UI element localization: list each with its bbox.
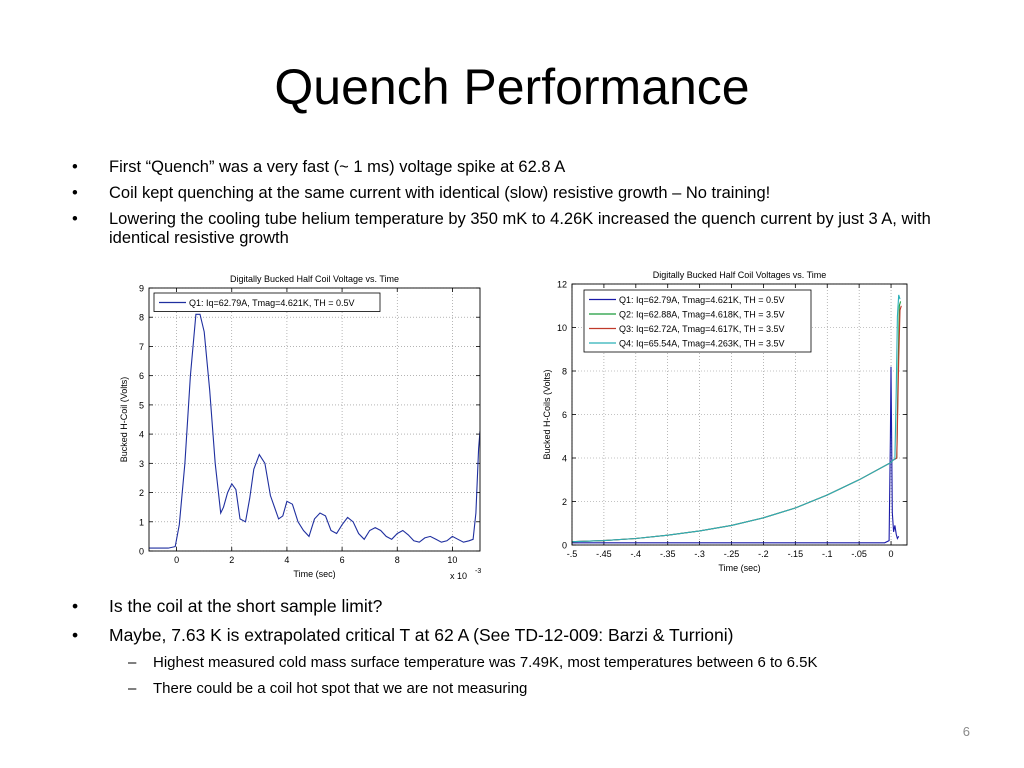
x-tick-label: -.2 <box>758 549 769 559</box>
x-tick-label: -.15 <box>788 549 804 559</box>
y-axis-label: Bucked H-Coils (Volts) <box>542 369 552 459</box>
bullet-text: Lowering the cooling tube helium tempera… <box>109 210 931 247</box>
bullet-marker: • <box>72 184 78 202</box>
x-tick-label: -.1 <box>822 549 833 559</box>
y-tick-label: 9 <box>139 284 144 294</box>
x-axis-label: Time (sec) <box>718 563 760 573</box>
x-tick-label: -.5 <box>567 549 578 559</box>
chart-single-voltage: 0 2 4 6 8 10 0 1 2 3 4 5 6 7 8 9 Digitally Bucked Half C… <box>112 266 492 584</box>
x-multiplier-exponent: -3 <box>475 568 481 575</box>
sub-bullet-item: – There could be a coil hot spot that we… <box>128 680 988 698</box>
chart-1-svg: 0 2 4 6 8 10 0 1 2 3 4 5 6 7 8 9 Digitally Bucked Half C… <box>119 274 481 581</box>
slide-title: Quench Performance <box>274 59 750 115</box>
series-line-1 <box>149 313 480 549</box>
y-tick-label: 4 <box>562 454 567 464</box>
x-tick-label: -.3 <box>694 549 705 559</box>
chart-multi-voltage: -.5 -.45 -.4 -.35 -.3 -.25 -.2 -.15 -.1 -.05 0 0 2 4 6… <box>537 262 917 580</box>
legend-label-1: Q1: Iq=62.79A, Tmag=4.621K, TH = 0.5V <box>619 295 785 305</box>
plot-frame <box>148 287 481 552</box>
y-tick-label: 0 <box>562 541 567 551</box>
x-tick-label: -.45 <box>596 549 612 559</box>
sub-bullet-marker: – <box>128 654 137 671</box>
plot-frame <box>571 283 908 546</box>
legend-label-1: Q1: Iq=62.79A, Tmag=4.621K, TH = 0.5V <box>189 298 355 308</box>
bullet-text: Coil kept quenching at the same current … <box>109 184 771 202</box>
y-tick-label: 4 <box>139 430 144 440</box>
y-tick-label: 7 <box>139 342 144 352</box>
legend-label-3: Q3: Iq=62.72A, Tmag=4.617K, TH = 3.5V <box>619 324 785 334</box>
sub-bullet-marker: – <box>128 680 137 697</box>
bullet-text: Is the coil at the short sample limit? <box>109 596 383 616</box>
y-tick-label: 5 <box>139 400 144 410</box>
x-tick-label: 6 <box>340 555 345 565</box>
y-tick-label: 8 <box>562 367 567 377</box>
y-tick-label: 2 <box>562 497 567 507</box>
y-tick-label: 6 <box>562 410 567 420</box>
chart-title: Digitally Bucked Half Coil Voltages vs. … <box>653 270 827 280</box>
y-tick-label: 12 <box>557 280 567 290</box>
sub-bullet-text: Highest measured cold mass surface tempe… <box>153 654 818 671</box>
series-line-1 <box>572 366 900 544</box>
y-tick-label: 10 <box>557 323 567 333</box>
bullet-item: • Is the coil at the short sample limit? <box>72 596 972 617</box>
bullet-marker: • <box>72 158 78 176</box>
legend-box <box>153 292 381 312</box>
sub-bullet-text: There could be a coil hot spot that we a… <box>153 680 528 697</box>
x-tick-label: 0 <box>174 555 179 565</box>
chart-2-svg: -.5 -.45 -.4 -.35 -.3 -.25 -.2 -.15 -.1 -.05 0 0 2 4 6… <box>542 270 908 573</box>
chart-title: Digitally Bucked Half Coil Voltage vs. T… <box>230 274 399 284</box>
bullet-item: • Lowering the cooling tube helium tempe… <box>72 210 952 248</box>
legend-box <box>583 289 812 353</box>
y-axis-label: Bucked H-Coil (Volts) <box>119 377 129 463</box>
legend-label-4: Q4: Iq=65.54A, Tmag=4.263K, TH = 3.5V <box>619 339 785 349</box>
x-tick-label: 0 <box>889 549 894 559</box>
bullet-text: Maybe, 7.63 K is extrapolated critical T… <box>109 625 734 645</box>
legend-label-2: Q2: Iq=62.88A, Tmag=4.618K, TH = 3.5V <box>619 310 785 320</box>
x-multiplier-label: x 10 <box>450 571 467 581</box>
y-tick-label: 3 <box>139 459 144 469</box>
y-tick-label: 8 <box>139 313 144 323</box>
plot-area <box>149 288 480 551</box>
series-line-4 <box>572 294 901 543</box>
bullet-marker: • <box>72 625 79 645</box>
bullet-marker: • <box>72 596 79 616</box>
x-tick-label: 2 <box>229 555 234 565</box>
x-tick-label: -.4 <box>631 549 642 559</box>
x-tick-label: 10 <box>447 555 457 565</box>
y-tick-label: 1 <box>139 517 144 527</box>
x-tick-label: -.25 <box>724 549 740 559</box>
bullet-text: First “Quench” was a very fast (~ 1 ms) … <box>109 158 566 176</box>
sub-bullet-item: – Highest measured cold mass surface tem… <box>128 654 988 672</box>
x-tick-label: -.05 <box>851 549 867 559</box>
bullet-item: • Coil kept quenching at the same curren… <box>72 184 972 203</box>
y-tick-label: 2 <box>139 488 144 498</box>
x-tick-label: 4 <box>284 555 289 565</box>
y-tick-label: 6 <box>139 371 144 381</box>
bullet-item: • First “Quench” was a very fast (~ 1 ms… <box>72 158 972 177</box>
x-axis-label: Time (sec) <box>293 569 335 579</box>
bullet-marker: • <box>72 210 78 228</box>
x-tick-label: 8 <box>395 555 400 565</box>
y-tick-label: 0 <box>139 547 144 557</box>
page-number: 6 <box>962 724 970 739</box>
x-tick-label: -.35 <box>660 549 676 559</box>
bullet-item: • Maybe, 7.63 K is extrapolated critical… <box>72 625 972 646</box>
